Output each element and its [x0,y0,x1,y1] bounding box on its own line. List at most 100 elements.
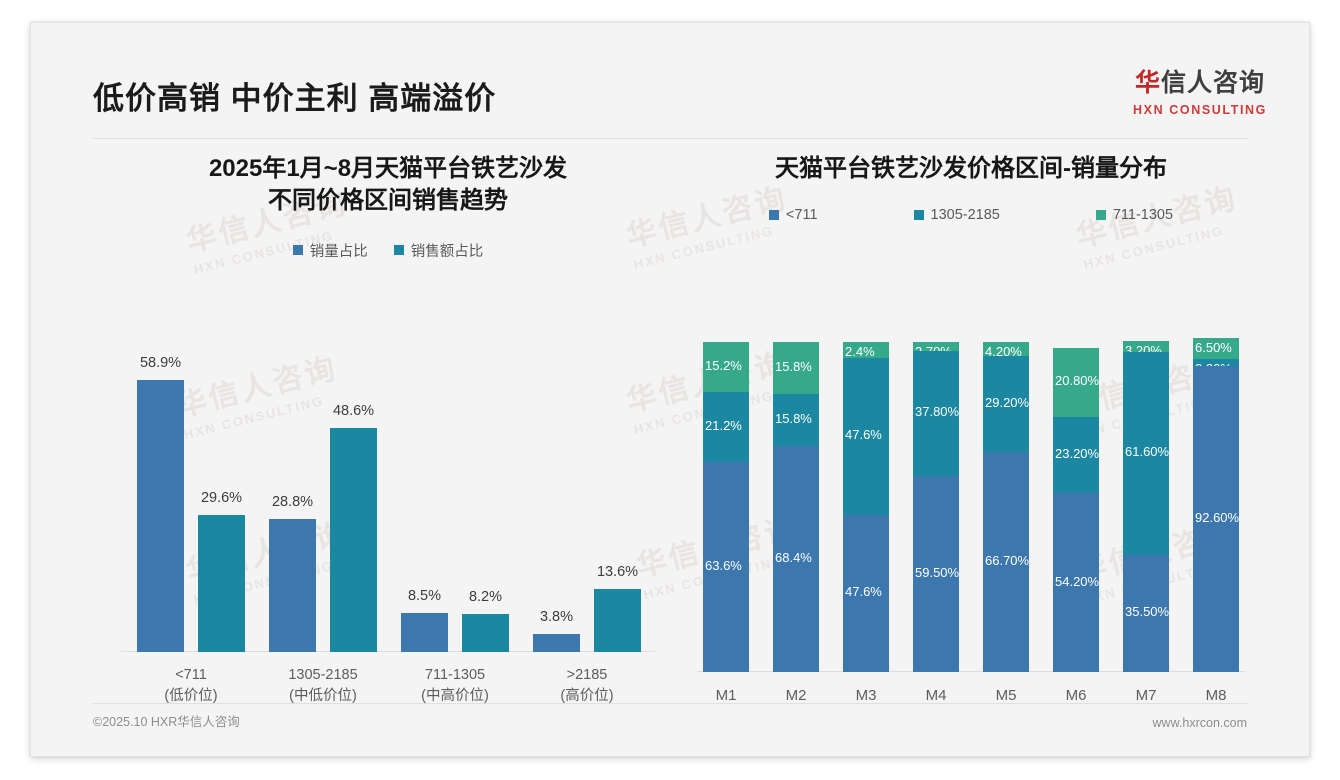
category-label: M5 [995,687,1017,704]
segment-value-label: 92.60% [1195,510,1239,526]
logo-english-text: HXN CONSULTING [1133,103,1267,117]
segment-value-label: 6.50% [1195,339,1232,355]
stack-segment: 20.80% [1053,347,1099,417]
header-divider [93,138,1249,139]
left-chart-title-line1: 2025年1月~8月天猫平台铁艺沙发 [208,155,568,182]
legend-swatch-icon [913,210,924,221]
segment-value-label: 15.8% [775,359,812,375]
stacked-bar[interactable]: 2.70% 37.80% 59.50% [913,342,959,672]
segment-value-label: 35.50% [1125,604,1169,620]
stack-segment: 29.20% [983,355,1029,452]
bar[interactable]: 3.8% [533,609,580,652]
bar[interactable]: 28.8% [269,494,316,652]
footer-website: www.hxrcon.com [1152,716,1247,730]
left-chart-legend-item[interactable]: 销量占比 [292,240,368,261]
category-label: 1305-2185 (中低价位) [261,665,385,709]
bar[interactable]: 48.6% [330,403,377,652]
category-label: >2185 (高价位) [525,665,649,709]
bar[interactable]: 58.9% [137,355,184,652]
stacked-bar[interactable]: 15.8% 15.8% 68.4% [773,342,819,672]
stacked-bar[interactable]: 2.4% 47.6% 47.6% [843,342,889,672]
right-chart-legend: <711 1305-2185 711-1305 [691,207,1251,223]
stack-segment: 47.6% [843,357,889,515]
category-label-range: 1305-2185 [288,666,358,683]
bar-fill [198,515,245,652]
bar-value-label: 8.5% [407,587,442,604]
footer-copyright: ©2025.10 HXR华信人咨询 [93,715,240,729]
segment-value-label: 68.4% [775,550,812,566]
stack-segment: 61.60% [1123,351,1169,555]
bar-group: 8.5% 8.2% [393,352,517,652]
right-chart-panel: 天猫平台铁艺沙发价格区间-销量分布 <711 1305-2185 711-1305 … [691,153,1251,718]
bar-value-label: 13.6% [596,564,639,581]
bar-group: 28.8% 48.6% [261,352,385,652]
legend-label: 销量占比 [309,243,368,260]
segment-value-label: 2.20% [1195,361,1232,366]
stack-segment: 66.70% [983,451,1029,672]
stacked-bar[interactable]: 6.50% 2.20% 92.60% [1193,337,1239,672]
category-label-range: 711-1305 [424,666,486,683]
legend-swatch-icon [768,210,779,221]
right-chart-legend-item[interactable]: 711-1305 [1095,207,1174,224]
page-title: 低价高销 中价主利 高端溢价 [93,81,497,116]
category-label: <711 (低价位) [129,665,253,709]
segment-value-label: 37.80% [915,404,959,420]
category-label-tier: (高价位) [560,688,614,705]
logo-char-hua: 华 [1134,69,1161,97]
bar[interactable]: 13.6% [594,564,641,652]
stack-segment: 2.4% [843,342,889,358]
segment-value-label: 23.20% [1055,445,1099,461]
segment-value-label: 15.2% [705,358,742,374]
stacked-bar[interactable]: 4.20% 29.20% 66.70% [983,341,1029,672]
stack-segment: 21.2% [703,392,749,463]
right-chart-legend-item[interactable]: <711 [768,207,818,223]
bar-fill [401,612,448,652]
right-chart-title: 天猫平台铁艺沙发价格区间-销量分布 [775,155,1167,182]
legend-label: 1305-2185 [930,207,1000,224]
bar[interactable]: 29.6% [198,490,245,652]
legend-swatch-icon [393,245,404,256]
segment-value-label: 2.70% [915,344,952,351]
stack-segment: 63.6% [703,462,749,672]
legend-label: 711-1305 [1112,207,1174,224]
stack-segment: 92.60% [1193,366,1239,672]
category-label: M3 [855,687,877,704]
left-chart-legend-item[interactable]: 销售额占比 [393,240,483,261]
stack-segment: 6.50% [1193,337,1239,360]
left-chart-axis-line [121,651,655,652]
category-label: M4 [925,687,947,704]
stacked-bar[interactable]: 15.2% 21.2% 63.6% [703,342,749,672]
segment-value-label: 54.20% [1055,573,1099,589]
left-chart-panel: 2025年1月~8月天猫平台铁艺沙发 不同价格区间销售趋势 销量占比 销售额占比 … [93,153,683,718]
segment-value-label: 59.50% [915,564,959,580]
segment-value-label: 15.8% [775,411,812,427]
stack-segment: 2.70% [913,342,959,351]
right-chart-legend-item[interactable]: 1305-2185 [913,207,1000,224]
legend-swatch-icon [1095,210,1106,221]
stack-segment: 2.20% [1193,359,1239,367]
category-label-tier: (低价位) [164,688,218,705]
bar-value-label: 3.8% [539,609,574,626]
category-label: M8 [1205,687,1227,704]
stack-segment: 35.50% [1123,554,1169,672]
bar-fill [594,589,641,652]
bar-value-label: 28.8% [271,494,314,511]
stack-segment: 68.4% [773,446,819,672]
segment-value-label: 47.6% [845,584,882,600]
logo-chinese-text: 华信人咨询 [1133,63,1267,99]
legend-swatch-icon [292,245,303,256]
bar-group: 3.8% 13.6% [525,352,649,652]
stacked-bar[interactable]: 20.80% 23.20% 54.20% [1053,347,1099,672]
company-logo: 华信人咨询 HXN CONSULTING [1133,63,1267,117]
bar[interactable]: 8.5% [401,588,448,652]
stack-segment: 23.20% [1053,416,1099,494]
category-label-range: <711 [175,666,207,683]
bar-value-label: 58.9% [139,355,182,372]
stack-segment: 15.8% [773,342,819,395]
category-label: M2 [785,687,807,704]
slide-canvas: 华信人咨询 HXN CONSULTING 华信人咨询 HXN CONSULTIN… [30,22,1310,757]
stack-segment: 54.20% [1053,493,1099,672]
stacked-bar[interactable]: 3.20% 61.60% 35.50% [1123,341,1169,672]
category-label-tier: (中低价位) [289,688,357,705]
bar[interactable]: 8.2% [462,589,509,652]
